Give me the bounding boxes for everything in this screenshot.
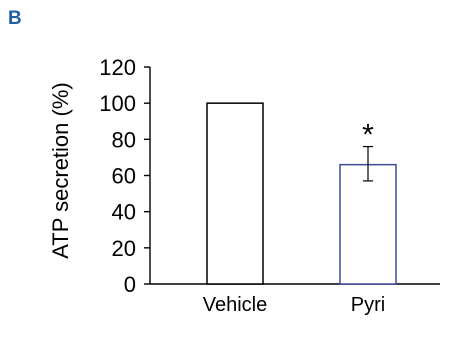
y-tick-labels: 0 20 40 60 80 100 120	[99, 55, 136, 297]
y-tick-label: 60	[112, 164, 136, 189]
y-tick-label: 0	[124, 272, 136, 297]
bar-vehicle	[206, 102, 264, 285]
bar-pyri	[339, 163, 397, 285]
y-tick-label: 100	[99, 91, 136, 116]
y-tick-label: 20	[112, 236, 136, 261]
y-axis-label: ATP secretion (%)	[48, 82, 73, 258]
panel-label: B	[8, 8, 22, 29]
y-tick-label: 40	[112, 200, 136, 225]
y-tick-label: 80	[112, 127, 136, 152]
significance-marker: *	[362, 119, 374, 152]
y-tick-label: 120	[99, 55, 136, 80]
x-tick-label: Pyri	[351, 294, 385, 316]
x-tick-label: Vehicle	[203, 294, 268, 316]
x-tick-labels: Vehicle Pyri	[203, 294, 385, 316]
bars: *	[206, 102, 397, 285]
